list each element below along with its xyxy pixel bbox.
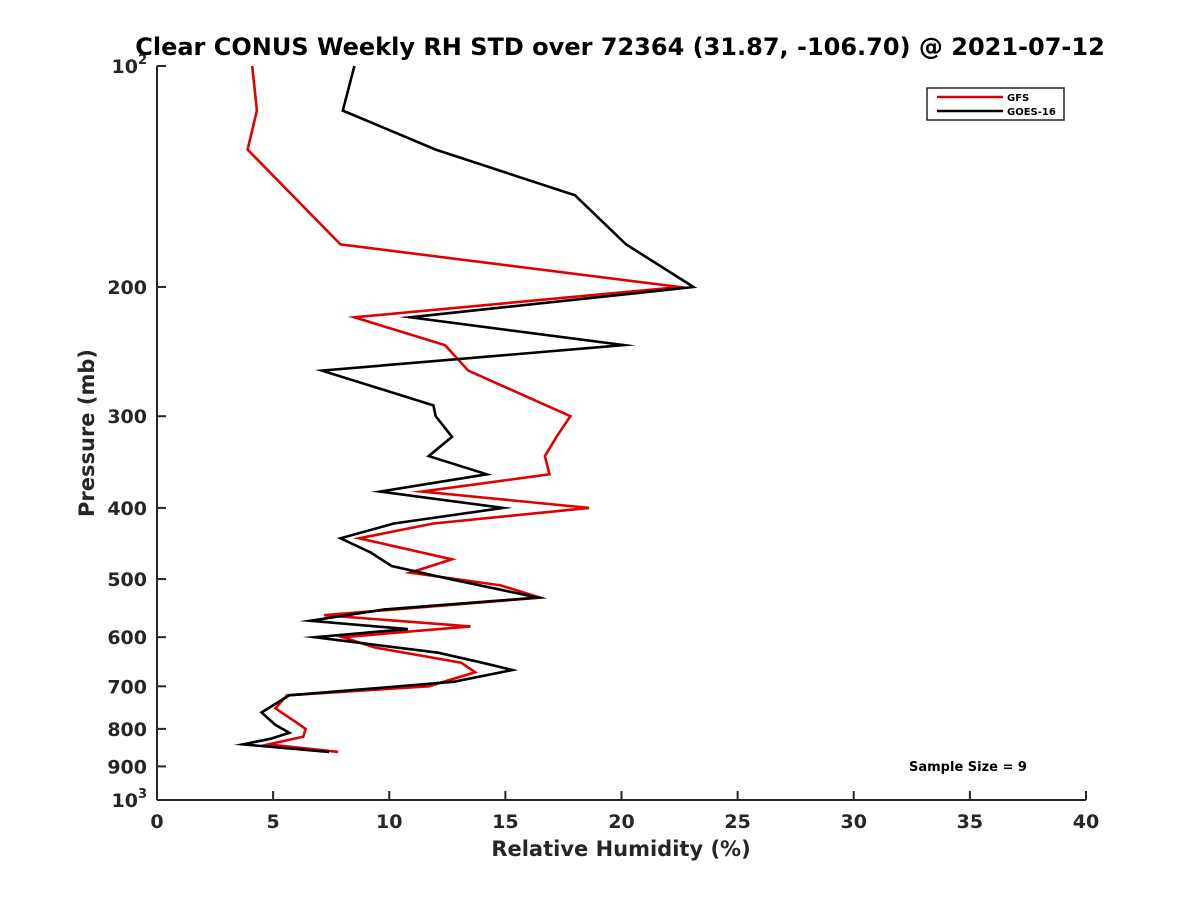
- x-tick-label: 20: [608, 811, 634, 833]
- x-tick-label: 30: [841, 811, 867, 833]
- x-axis-ticks: 0 5 10 15 20 25 30 35 40: [150, 791, 1099, 833]
- y-axis-label: Pressure (mb): [75, 349, 99, 517]
- legend-label-goes-16: GOES-16: [1007, 107, 1056, 118]
- y-tick-label: 800: [107, 719, 147, 741]
- x-tick-label: 10: [376, 811, 402, 833]
- series-line-gfs: [246, 65, 692, 754]
- sample-size-annotation: Sample Size = 9: [909, 760, 1027, 775]
- series-layer: [233, 65, 698, 754]
- series-line-goes-16: [233, 65, 698, 754]
- x-tick-label: 35: [957, 811, 983, 833]
- y-tick-label: 900: [107, 756, 147, 778]
- y-axis-ticks: 102 200 300 400 500 600 700 800 900 103: [107, 53, 166, 812]
- x-tick-label: 5: [267, 811, 280, 833]
- chart-title: Clear CONUS Weekly RH STD over 72364 (31…: [135, 33, 1105, 61]
- legend-label-gfs: GFS: [1007, 93, 1029, 104]
- x-tick-label: 15: [492, 811, 518, 833]
- y-tick-label: 400: [107, 498, 147, 520]
- y-tick-label: 300: [107, 406, 147, 428]
- y-tick-label: 103: [112, 787, 148, 812]
- y-tick-label: 700: [107, 676, 147, 698]
- legend-box: [926, 87, 1065, 121]
- y-tick-label: 500: [107, 569, 147, 591]
- x-tick-label: 40: [1073, 811, 1099, 833]
- legend: GFS GOES-16: [926, 87, 1065, 121]
- x-tick-label: 0: [150, 811, 163, 833]
- y-tick-label: 102: [112, 53, 148, 78]
- y-tick-label: 200: [107, 277, 147, 299]
- plot-area: [156, 66, 1086, 801]
- x-tick-label: 25: [724, 811, 750, 833]
- y-tick-label: 600: [107, 627, 147, 649]
- x-axis-label: Relative Humidity (%): [491, 837, 750, 861]
